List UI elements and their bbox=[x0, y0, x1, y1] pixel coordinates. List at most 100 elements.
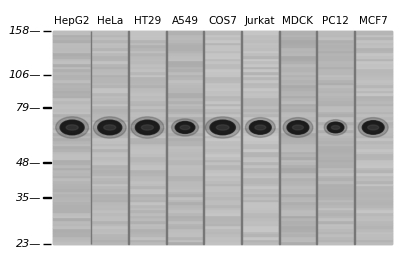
Bar bbox=[128, 167, 166, 170]
Bar bbox=[128, 111, 166, 114]
Bar bbox=[204, 74, 242, 76]
Bar bbox=[128, 188, 166, 191]
Ellipse shape bbox=[61, 121, 83, 134]
Bar bbox=[204, 161, 242, 164]
Bar bbox=[317, 79, 354, 81]
Bar bbox=[354, 95, 392, 97]
Bar bbox=[128, 183, 166, 186]
Bar bbox=[128, 55, 166, 58]
Bar bbox=[166, 47, 204, 50]
Bar bbox=[204, 233, 242, 236]
Bar bbox=[166, 92, 204, 95]
Bar bbox=[317, 84, 354, 87]
Ellipse shape bbox=[363, 121, 383, 134]
Bar bbox=[91, 119, 128, 122]
Bar bbox=[354, 233, 392, 236]
Bar bbox=[317, 172, 354, 175]
Bar bbox=[317, 204, 354, 207]
Bar bbox=[317, 44, 354, 47]
Bar bbox=[317, 60, 354, 63]
Bar bbox=[279, 164, 317, 167]
Bar bbox=[53, 50, 91, 52]
Bar bbox=[279, 103, 317, 105]
Bar bbox=[242, 159, 279, 161]
Bar bbox=[91, 58, 128, 60]
Bar bbox=[166, 36, 204, 39]
Bar bbox=[279, 95, 317, 97]
Bar bbox=[128, 215, 166, 217]
Bar bbox=[354, 36, 392, 39]
Bar bbox=[242, 84, 279, 87]
Bar bbox=[166, 63, 204, 66]
Bar bbox=[166, 55, 204, 58]
Bar bbox=[317, 225, 354, 228]
Bar bbox=[128, 209, 166, 212]
Bar bbox=[166, 183, 204, 186]
Bar bbox=[204, 81, 242, 84]
Bar bbox=[204, 215, 242, 217]
Bar bbox=[279, 105, 317, 108]
Bar bbox=[166, 209, 204, 212]
Bar bbox=[279, 31, 280, 244]
Bar bbox=[317, 188, 354, 191]
Bar bbox=[317, 97, 354, 100]
Bar bbox=[279, 207, 317, 209]
Bar bbox=[317, 135, 354, 137]
Bar bbox=[91, 36, 128, 39]
Bar bbox=[317, 124, 354, 127]
Bar bbox=[354, 148, 392, 151]
Bar bbox=[166, 60, 204, 63]
Bar bbox=[91, 137, 128, 140]
Bar bbox=[279, 140, 317, 143]
Bar bbox=[317, 105, 354, 108]
Bar bbox=[204, 140, 242, 143]
Bar bbox=[354, 145, 392, 148]
Bar bbox=[242, 95, 279, 97]
Bar bbox=[128, 153, 166, 156]
Bar bbox=[91, 135, 128, 137]
Bar bbox=[279, 63, 317, 66]
Bar bbox=[166, 194, 204, 196]
Bar bbox=[53, 58, 91, 60]
Bar bbox=[128, 39, 166, 41]
Bar bbox=[317, 55, 354, 58]
Ellipse shape bbox=[324, 120, 347, 135]
Bar bbox=[279, 66, 317, 68]
Bar bbox=[166, 233, 204, 236]
Bar bbox=[279, 156, 317, 159]
Ellipse shape bbox=[249, 121, 271, 134]
Bar bbox=[204, 217, 242, 220]
Bar bbox=[166, 178, 204, 180]
Bar bbox=[354, 105, 392, 108]
Bar bbox=[128, 204, 166, 207]
Bar bbox=[279, 231, 317, 233]
Bar bbox=[53, 178, 91, 180]
Bar bbox=[279, 161, 317, 164]
Bar bbox=[53, 153, 91, 156]
Bar bbox=[128, 159, 166, 161]
Bar bbox=[128, 161, 166, 164]
Bar bbox=[354, 215, 392, 217]
Bar bbox=[241, 31, 242, 244]
Bar bbox=[354, 50, 392, 52]
Bar bbox=[91, 116, 128, 119]
Bar bbox=[317, 143, 354, 145]
Bar bbox=[354, 212, 392, 215]
Bar bbox=[53, 31, 91, 244]
Bar bbox=[91, 215, 128, 217]
FancyArrow shape bbox=[43, 162, 51, 163]
Bar bbox=[317, 33, 354, 36]
Bar bbox=[317, 74, 354, 76]
Bar bbox=[279, 119, 317, 122]
Bar bbox=[166, 52, 204, 55]
Bar bbox=[354, 31, 392, 244]
Bar bbox=[166, 68, 204, 71]
Ellipse shape bbox=[93, 117, 126, 138]
Bar bbox=[91, 81, 128, 84]
Bar bbox=[354, 199, 392, 201]
Bar bbox=[242, 191, 279, 194]
Bar bbox=[53, 79, 91, 81]
Bar bbox=[91, 39, 128, 41]
Bar bbox=[166, 188, 204, 191]
Bar bbox=[317, 191, 354, 194]
